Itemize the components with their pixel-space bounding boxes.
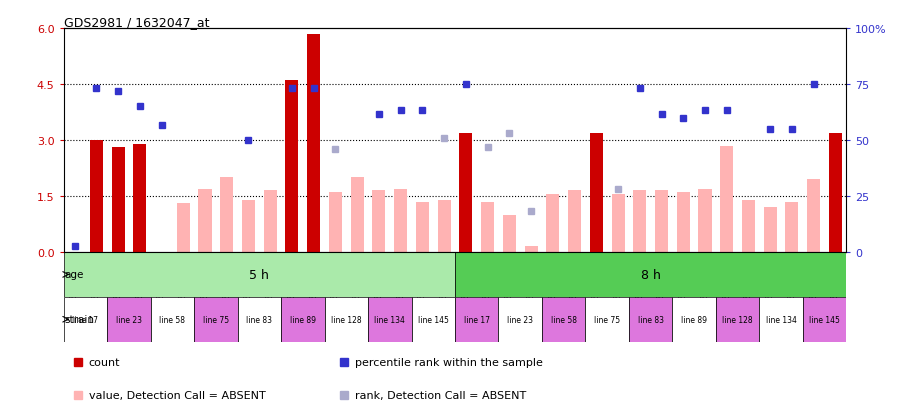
Text: line 83: line 83 xyxy=(247,315,272,324)
Bar xyxy=(90,141,103,252)
Text: line 58: line 58 xyxy=(551,315,577,324)
Bar xyxy=(372,191,386,252)
Bar xyxy=(455,297,499,342)
Text: line 17: line 17 xyxy=(464,315,490,324)
Text: percentile rank within the sample: percentile rank within the sample xyxy=(355,357,542,367)
Bar xyxy=(499,297,542,342)
Bar xyxy=(416,202,429,252)
Bar xyxy=(807,180,820,252)
Bar xyxy=(699,189,712,252)
Bar xyxy=(629,297,672,342)
Bar xyxy=(829,133,842,252)
Bar xyxy=(460,133,472,252)
Bar xyxy=(672,297,716,342)
Bar xyxy=(716,297,759,342)
Text: line 134: line 134 xyxy=(765,315,796,324)
Text: line 145: line 145 xyxy=(418,315,449,324)
Bar xyxy=(503,215,516,252)
Text: line 134: line 134 xyxy=(374,315,405,324)
Bar xyxy=(264,191,277,252)
Bar xyxy=(585,297,629,342)
Bar xyxy=(286,81,298,252)
Bar xyxy=(64,252,455,297)
Bar xyxy=(481,202,494,252)
Bar xyxy=(633,191,646,252)
Bar xyxy=(524,247,538,252)
Bar xyxy=(542,297,585,342)
Text: line 58: line 58 xyxy=(159,315,186,324)
Bar xyxy=(590,133,602,252)
Text: age: age xyxy=(64,270,84,280)
Text: value, Detection Call = ABSENT: value, Detection Call = ABSENT xyxy=(89,390,266,401)
Bar xyxy=(368,297,411,342)
Bar xyxy=(220,178,233,252)
Text: 8 h: 8 h xyxy=(641,268,661,281)
Bar xyxy=(759,297,803,342)
Bar xyxy=(308,35,320,252)
Bar xyxy=(64,297,107,342)
Bar xyxy=(438,200,450,252)
Text: line 128: line 128 xyxy=(331,315,361,324)
Bar xyxy=(742,200,755,252)
Bar xyxy=(546,195,560,252)
Bar xyxy=(194,297,238,342)
Text: 5 h: 5 h xyxy=(249,268,269,281)
Bar xyxy=(107,297,151,342)
Bar xyxy=(803,297,846,342)
Bar xyxy=(720,146,733,252)
Text: line 128: line 128 xyxy=(723,315,753,324)
Text: line 89: line 89 xyxy=(289,315,316,324)
Bar xyxy=(411,297,455,342)
Bar xyxy=(329,193,342,252)
Bar xyxy=(350,178,364,252)
Text: strain: strain xyxy=(64,314,94,325)
Bar xyxy=(455,252,846,297)
Text: GDS2981 / 1632047_at: GDS2981 / 1632047_at xyxy=(64,16,209,29)
Bar xyxy=(133,145,147,252)
Bar xyxy=(829,249,842,252)
Text: line 75: line 75 xyxy=(203,315,229,324)
Bar xyxy=(568,191,581,252)
Text: line 23: line 23 xyxy=(116,315,142,324)
Bar xyxy=(238,297,281,342)
Text: line 83: line 83 xyxy=(638,315,663,324)
Bar xyxy=(198,189,211,252)
Bar xyxy=(112,148,125,252)
Bar xyxy=(785,202,798,252)
Bar xyxy=(655,191,668,252)
Bar xyxy=(281,297,325,342)
Text: line 89: line 89 xyxy=(681,315,707,324)
Text: line 17: line 17 xyxy=(73,315,98,324)
Text: line 75: line 75 xyxy=(594,315,621,324)
Bar xyxy=(394,189,407,252)
Bar xyxy=(325,297,368,342)
Bar xyxy=(677,193,690,252)
Bar xyxy=(763,208,777,252)
Text: line 23: line 23 xyxy=(507,315,533,324)
Bar xyxy=(612,195,624,252)
Text: count: count xyxy=(89,357,120,367)
Text: rank, Detection Call = ABSENT: rank, Detection Call = ABSENT xyxy=(355,390,526,401)
Bar xyxy=(151,297,194,342)
Bar xyxy=(242,200,255,252)
Text: line 145: line 145 xyxy=(809,315,840,324)
Bar xyxy=(177,204,190,252)
